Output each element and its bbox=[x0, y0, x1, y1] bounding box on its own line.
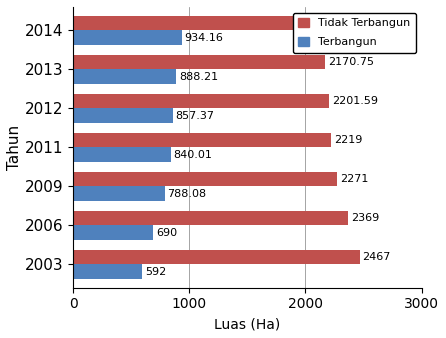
Bar bbox=[73, 94, 329, 108]
Text: 788.08: 788.08 bbox=[168, 189, 206, 199]
Text: 2467: 2467 bbox=[363, 252, 391, 262]
Text: 840.01: 840.01 bbox=[173, 150, 212, 160]
Text: 2271: 2271 bbox=[340, 174, 368, 184]
Bar bbox=[73, 264, 142, 279]
Bar bbox=[73, 54, 325, 69]
Text: 592: 592 bbox=[145, 267, 166, 277]
Bar bbox=[73, 30, 182, 45]
Text: 690: 690 bbox=[156, 228, 177, 238]
Text: 2369: 2369 bbox=[351, 213, 380, 223]
Text: 888.21: 888.21 bbox=[179, 72, 218, 82]
Bar bbox=[73, 147, 171, 162]
Bar bbox=[73, 186, 165, 201]
Text: 2170.75: 2170.75 bbox=[328, 57, 374, 67]
Text: 2219: 2219 bbox=[334, 135, 362, 145]
Legend: Tidak Terbangun, Terbangun: Tidak Terbangun, Terbangun bbox=[293, 13, 416, 53]
Bar bbox=[73, 108, 173, 123]
Y-axis label: Tahun: Tahun bbox=[7, 125, 22, 170]
Bar bbox=[73, 249, 359, 264]
Bar bbox=[73, 211, 348, 225]
X-axis label: Luas (Ha): Luas (Ha) bbox=[214, 317, 281, 331]
Bar bbox=[73, 16, 320, 30]
Text: 857.37: 857.37 bbox=[176, 111, 215, 121]
Bar bbox=[73, 132, 331, 147]
Bar bbox=[73, 69, 176, 84]
Bar bbox=[73, 225, 153, 240]
Bar bbox=[73, 172, 337, 186]
Text: 2201.59: 2201.59 bbox=[332, 96, 378, 106]
Text: 2124.7: 2124.7 bbox=[323, 18, 362, 28]
Text: 934.16: 934.16 bbox=[185, 33, 223, 43]
